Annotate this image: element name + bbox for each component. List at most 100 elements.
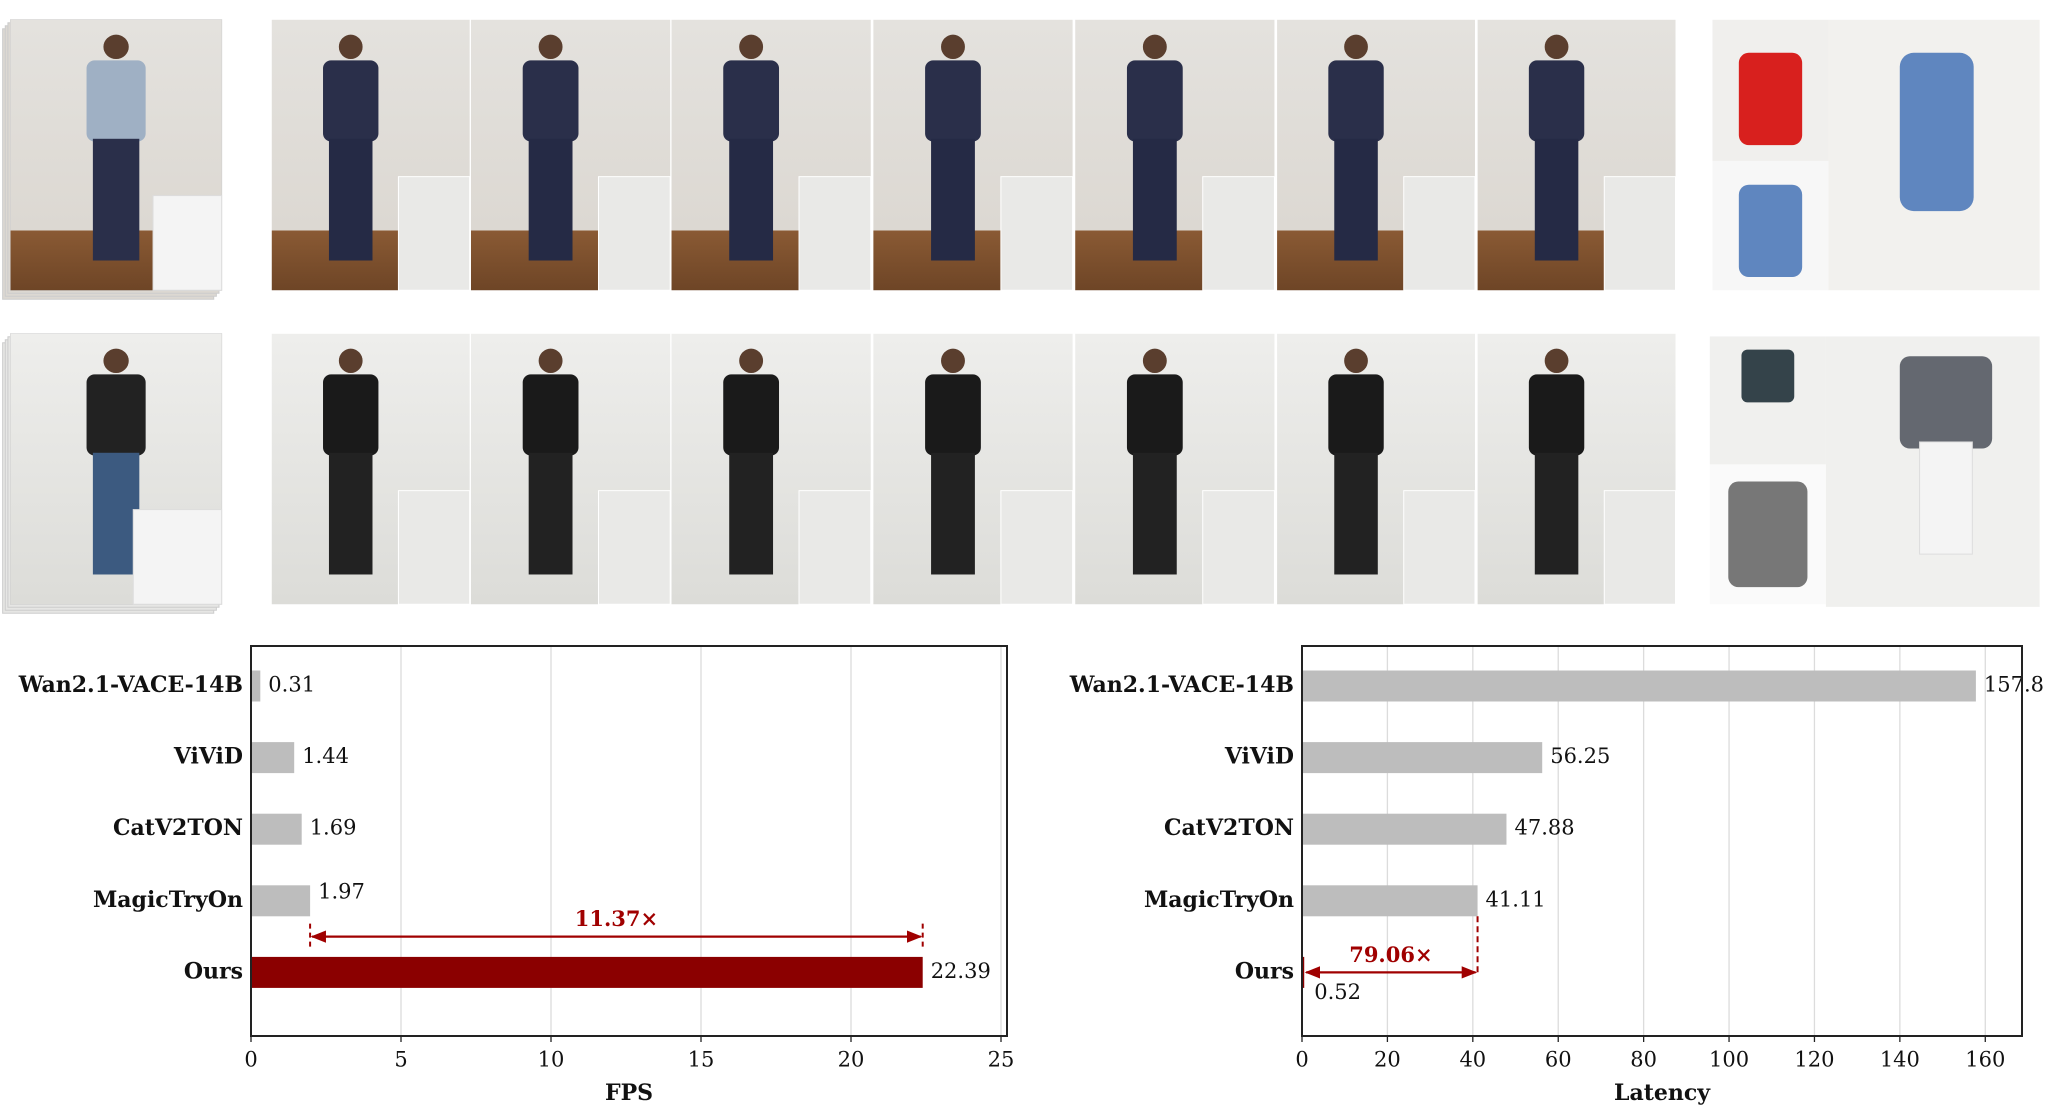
x-tick-label: 160 [1965, 1048, 2005, 1072]
x-tick-label: 20 [838, 1048, 865, 1072]
plot-frame [250, 645, 1008, 1037]
x-tick-label: 40 [1459, 1048, 1486, 1072]
category-label: Ours [184, 958, 243, 984]
x-tick-label: 0 [244, 1048, 257, 1072]
head [538, 348, 563, 373]
charts: 0 5 10 15 20 25 FPS Wan2.1-VACE-14B 0.31 ViViD 1.4… [18, 645, 2044, 1106]
inset [1603, 176, 1677, 291]
torso [723, 60, 780, 142]
torso [1528, 60, 1585, 142]
dress [1899, 52, 1974, 212]
legs [1334, 452, 1378, 575]
inset [1603, 490, 1677, 605]
inset [1202, 490, 1275, 605]
photo-grid [2, 19, 2040, 614]
value-label: 56.25 [1550, 744, 1610, 768]
legs [931, 138, 975, 261]
bar-chart: 0 5 10 15 20 25 FPS Wan2.1-VACE-14B 0.31 ViViD 1.4… [18, 645, 1015, 1106]
value-label: 0.31 [268, 673, 315, 697]
x-tick-label: 60 [1545, 1048, 1572, 1072]
bar [251, 885, 311, 917]
inset [1202, 176, 1275, 291]
inset [1000, 490, 1074, 605]
plot-frame [1301, 645, 2023, 1037]
category-label: CatV2TON [1164, 815, 1294, 841]
value-label: 1.97 [318, 879, 365, 903]
legs [328, 138, 373, 261]
inset [597, 490, 671, 605]
shirt [1741, 349, 1795, 403]
value-label: 47.88 [1514, 816, 1574, 840]
torso [1126, 60, 1183, 142]
torso [925, 60, 981, 142]
bar [251, 670, 261, 702]
head [338, 348, 363, 373]
bar [1302, 813, 1507, 845]
torso [723, 374, 780, 456]
pants [1919, 441, 1973, 555]
x-tick-label: 100 [1709, 1048, 1749, 1072]
head [103, 348, 129, 373]
torso [1328, 374, 1384, 456]
legs [328, 452, 373, 575]
category-label: Wan2.1-VACE-14B [1069, 672, 1294, 698]
legs [528, 138, 573, 261]
torso [1126, 374, 1183, 456]
torso [1528, 374, 1585, 456]
head [538, 34, 563, 60]
category-label: ViViD [173, 744, 243, 770]
x-tick-label: 15 [688, 1048, 715, 1072]
torso [522, 60, 579, 142]
shirt [1899, 356, 1993, 449]
value-label: 1.44 [302, 744, 349, 768]
torso [86, 60, 146, 142]
torso [86, 374, 146, 456]
torso [323, 374, 379, 456]
category-label: Ours [1235, 958, 1294, 984]
inset [1403, 490, 1476, 605]
x-tick-label: 10 [538, 1048, 565, 1072]
legs [92, 138, 140, 261]
inset [397, 490, 471, 605]
head [338, 34, 363, 60]
bar [251, 742, 295, 774]
x-tick-label: 0 [1295, 1048, 1308, 1072]
bar [1302, 742, 1543, 774]
bar [251, 956, 923, 988]
category-label: Wan2.1-VACE-14B [18, 672, 243, 698]
torso [925, 374, 981, 456]
garment [152, 195, 223, 291]
head [1142, 34, 1167, 60]
category-label: ViViD [1224, 744, 1294, 770]
head [1544, 348, 1569, 373]
value-label: 157.8 [1984, 673, 2044, 697]
shirt [1728, 481, 1808, 588]
x-tick-label: 120 [1794, 1048, 1834, 1072]
inset [1403, 176, 1476, 291]
inset [1000, 176, 1074, 291]
legs [729, 138, 774, 261]
head [1544, 34, 1569, 60]
head [941, 348, 965, 373]
dress [1738, 52, 1803, 146]
annotation: 11.37× [575, 906, 658, 931]
head [739, 34, 764, 60]
head [1142, 348, 1167, 373]
x-tick-label: 25 [988, 1048, 1015, 1072]
head [1344, 348, 1368, 373]
category-label: MagicTryOn [1144, 887, 1294, 913]
value-label: 1.69 [310, 816, 357, 840]
legs [1334, 138, 1378, 261]
torso [323, 60, 379, 142]
category-label: CatV2TON [113, 815, 243, 841]
bar [1302, 956, 1305, 988]
legs [528, 452, 573, 575]
value-label: 41.11 [1486, 887, 1546, 911]
inset [397, 176, 471, 291]
legs [729, 452, 774, 575]
x-axis-label: Latency [1614, 1080, 1711, 1106]
category-label: MagicTryOn [93, 887, 243, 913]
dress [1738, 184, 1803, 278]
x-axis-label: FPS [605, 1080, 653, 1106]
torso [1328, 60, 1384, 142]
